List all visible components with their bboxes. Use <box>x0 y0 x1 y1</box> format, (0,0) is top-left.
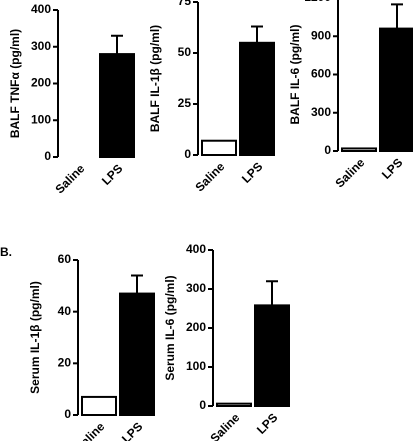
y-axis-label: Serum IL-1β (pg/ml) <box>28 281 42 394</box>
y-tick-label: 75 <box>178 0 192 8</box>
bar <box>99 53 135 158</box>
panel-label: B. <box>0 245 12 259</box>
y-tick-label: 400 <box>31 2 51 16</box>
x-tick-label: LPS <box>239 159 265 185</box>
y-tick-label: 300 <box>311 105 331 119</box>
y-tick-label: 0 <box>184 147 191 161</box>
y-tick-label: 20 <box>58 356 72 370</box>
y-axis-label: Serum IL-6 (pg/ml) <box>163 275 177 380</box>
bar-chart: 0 300 600 900 1200 BALF IL-6 (pg/ml) Saline LPS <box>288 0 413 190</box>
y-tick-label: 300 <box>186 281 206 295</box>
y-tick-label: 1200 <box>304 0 331 4</box>
y-tick-label: 50 <box>178 45 192 59</box>
error-bar <box>266 280 278 306</box>
y-axis-label: BALF IL-6 (pg/ml) <box>288 25 302 125</box>
y-axis-label: BALF TNFα (pg/ml) <box>8 29 22 138</box>
y-tick-label: 900 <box>311 28 331 42</box>
y-tick-label: 60 <box>58 252 72 266</box>
bar <box>201 139 237 157</box>
y-tick-label: 200 <box>31 76 51 90</box>
x-tick-label: LPS <box>119 419 145 441</box>
x-tick-label: Saline <box>72 419 107 441</box>
x-tick-label: LPS <box>379 155 405 181</box>
y-tick-label: 100 <box>31 112 51 126</box>
y-tick-label: 100 <box>186 359 206 373</box>
error-bar <box>131 274 143 294</box>
error-bar <box>251 25 263 43</box>
bar-chart: 0 25 50 75 BALF IL-1β (pg/ml) Saline LPS <box>148 0 275 194</box>
bar-chart: 0 100 200 300 400 Serum IL-6 (pg/ml) Saline LPS <box>163 242 290 441</box>
y-tick-label: 25 <box>178 96 192 110</box>
y-tick-label: 600 <box>311 67 331 81</box>
bar <box>81 395 117 416</box>
error-bar <box>391 3 403 29</box>
y-tick-label: 0 <box>44 149 51 163</box>
x-tick-label: Saline <box>192 159 227 194</box>
y-tick-label: 0 <box>324 143 331 157</box>
y-tick-label: 40 <box>58 304 72 318</box>
error-bar <box>111 34 123 55</box>
x-tick-label: Saline <box>52 161 87 196</box>
bar <box>216 402 252 408</box>
x-tick-label: Saline <box>332 155 367 190</box>
x-tick-label: LPS <box>254 410 280 436</box>
y-tick-label: 0 <box>199 398 206 412</box>
y-tick-label: 300 <box>31 39 51 53</box>
bar <box>239 41 275 156</box>
bar-chart: 0 100 200 300 400 BALF TNFα (pg/ml) Saline LPS <box>8 2 135 196</box>
y-tick-label: 400 <box>186 242 206 256</box>
bar-chart: 0 20 40 60 Serum IL-1β (pg/ml) Saline LPS <box>28 252 155 441</box>
bar <box>379 27 413 153</box>
x-tick-label: LPS <box>99 161 125 187</box>
bar <box>341 147 377 152</box>
bar <box>119 292 155 417</box>
y-tick-label: 0 <box>64 407 71 421</box>
y-tick-label: 200 <box>186 320 206 334</box>
bar <box>254 304 290 408</box>
x-tick-label: Saline <box>207 410 242 441</box>
y-axis-label: BALF IL-1β (pg/ml) <box>148 25 162 132</box>
